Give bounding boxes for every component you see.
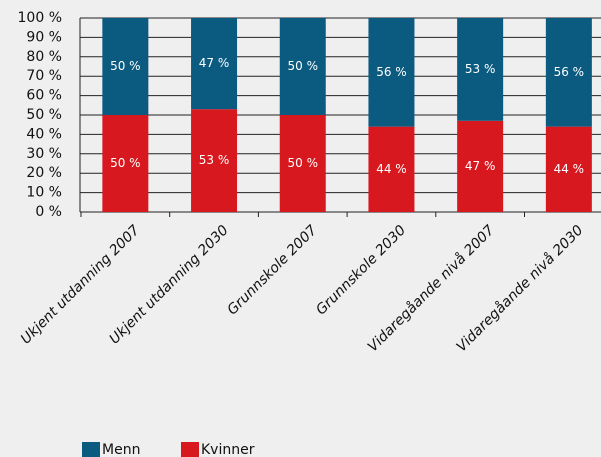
bar-segment [368, 18, 415, 127]
value-label: 50 % [110, 59, 141, 73]
y-tick-label: 80 % [26, 49, 62, 65]
value-label: 56 % [554, 65, 585, 79]
value-label: 44 % [554, 162, 585, 176]
value-label: 50 % [288, 156, 319, 170]
value-label: 53 % [465, 62, 496, 76]
x-tick-label: Grunnskole 2007 [224, 222, 320, 318]
bar-segment [279, 18, 326, 115]
legend-label: Menn [102, 442, 140, 457]
bar-segment [191, 18, 238, 110]
bar-segment [102, 18, 149, 115]
y-tick-label: 90 % [26, 29, 62, 45]
bar-segment [545, 18, 592, 127]
bar-segment [191, 109, 238, 212]
bar-segment [457, 120, 504, 212]
bar-segment [368, 126, 415, 212]
legend-swatch [181, 442, 199, 457]
legend-swatch [82, 442, 100, 457]
y-tick-label: 50 % [26, 107, 62, 123]
legend-label: Kvinner [201, 442, 255, 457]
value-label: 56 % [376, 65, 407, 79]
x-tick-label: Grunnskole 2030 [313, 222, 409, 318]
bar-segment [279, 115, 326, 212]
value-label: 44 % [376, 162, 407, 176]
bar-segment [545, 126, 592, 212]
value-label: 50 % [110, 156, 141, 170]
value-label: 53 % [199, 153, 230, 167]
y-tick-label: 100 % [18, 10, 62, 26]
bar-segment [457, 18, 504, 121]
value-label: 47 % [199, 56, 230, 70]
y-tick-label: 70 % [26, 68, 62, 84]
y-tick-label: 10 % [26, 185, 62, 201]
value-label: 50 % [288, 59, 319, 73]
y-tick-label: 0 % [35, 204, 62, 220]
y-tick-label: 30 % [26, 146, 62, 162]
value-label: 47 % [465, 159, 496, 173]
y-tick-label: 40 % [26, 126, 62, 142]
bar-segment [102, 115, 149, 212]
y-tick-label: 60 % [26, 88, 62, 104]
y-tick-label: 20 % [26, 165, 62, 181]
